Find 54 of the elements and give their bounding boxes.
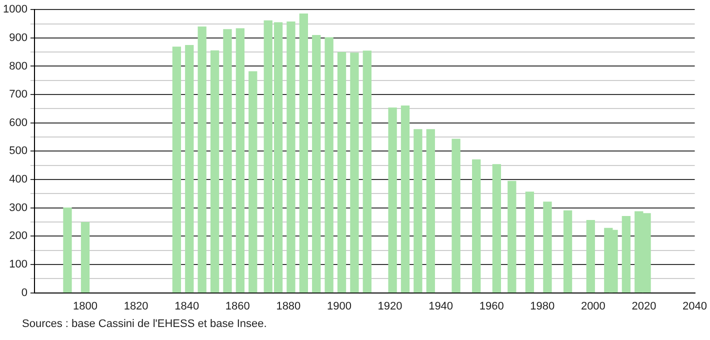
bar: [198, 26, 206, 293]
y-tick-label: 500: [9, 145, 28, 158]
y-tick-label: 1000: [2, 4, 28, 16]
x-tick-label: 1860: [225, 300, 250, 312]
x-tick-label: 1980: [530, 300, 555, 312]
bar: [586, 220, 595, 293]
y-tick-label: 300: [9, 202, 28, 214]
x-tick-label: 1880: [276, 300, 301, 312]
x-tick-label: 1900: [326, 300, 352, 312]
bar: [622, 216, 631, 293]
bar: [312, 35, 321, 293]
x-tick-label: 2020: [632, 300, 656, 312]
bar: [350, 52, 359, 293]
bar: [236, 28, 245, 293]
bar: [472, 159, 481, 293]
x-tick-label: 2040: [682, 300, 708, 312]
y-tick-label: 100: [9, 258, 28, 271]
y-tick-label: 900: [9, 32, 28, 44]
y-tick-label: 200: [9, 230, 28, 242]
y-tick-label: 0: [21, 286, 28, 299]
y-tick-label: 400: [9, 174, 28, 186]
x-tick-label: 1940: [428, 300, 454, 312]
bar: [223, 29, 232, 293]
x-tick-label: 1920: [378, 300, 402, 312]
bar: [210, 50, 220, 293]
bar: [426, 129, 435, 293]
bar: [563, 210, 572, 293]
x-tick-label: 1820: [124, 300, 148, 312]
bar: [388, 108, 397, 293]
bar: [508, 180, 516, 293]
bar: [492, 164, 502, 293]
bar: [543, 202, 552, 293]
bar: [80, 222, 90, 293]
y-tick-label: 600: [9, 116, 28, 129]
bar: [337, 52, 346, 293]
x-tick-label: 2000: [580, 300, 606, 312]
bar: [299, 14, 308, 293]
source-note: Sources : base Cassini de l'EHESS et base Insee.: [22, 318, 267, 330]
x-tick-label: 1840: [174, 300, 200, 312]
bar: [525, 192, 534, 293]
bar: [324, 37, 334, 293]
bar: [172, 46, 182, 293]
y-tick-label: 700: [9, 88, 28, 101]
bar: [286, 21, 296, 293]
bar: [414, 129, 422, 293]
bar: [452, 138, 460, 293]
y-tick-label: 800: [9, 60, 28, 72]
bar: [185, 44, 194, 293]
x-tick-label: 1800: [73, 300, 98, 312]
bar: [362, 50, 372, 293]
bar: [63, 208, 72, 293]
x-tick-label: 1960: [479, 300, 504, 312]
bar: [400, 106, 410, 293]
bar: [248, 71, 258, 293]
